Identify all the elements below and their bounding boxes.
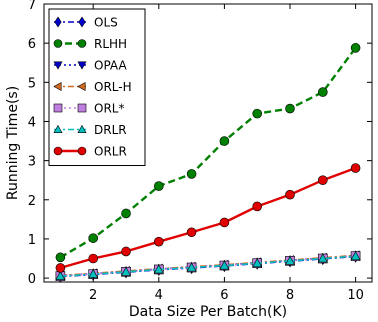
legend-item: ORLR [53, 145, 127, 159]
data-point [284, 255, 296, 265]
data-point [350, 163, 361, 173]
data-point [285, 189, 295, 200]
legend-marker [53, 146, 63, 156]
data-point [219, 136, 230, 146]
legend-item: DRLR [53, 123, 127, 137]
legend-item: ORL* [53, 102, 124, 116]
data-point [154, 181, 164, 191]
y-tick-label: 6 [28, 37, 36, 52]
y-tick-label: 7 [28, 0, 36, 13]
series-line [60, 255, 356, 277]
series-line [60, 166, 357, 270]
data-point [154, 236, 164, 247]
data-point [219, 217, 230, 228]
legend-item: OLS [54, 16, 118, 30]
legend-marker [77, 103, 87, 113]
legend-label: DRLR [94, 123, 127, 137]
data-point [88, 253, 98, 264]
data-point [186, 227, 197, 238]
data-point [317, 87, 328, 97]
x-tick-label: 10 [347, 288, 364, 303]
data-point [153, 264, 164, 274]
data-point [121, 246, 131, 257]
legend-label: OLS [94, 16, 118, 30]
legend: OLS RLHH OPAA ORL-H ORL* DRLR ORLR [48, 8, 146, 166]
data-point [88, 233, 98, 243]
legend-marker [77, 146, 87, 156]
x-tick-label: 8 [286, 288, 294, 303]
data-point [285, 103, 295, 114]
y-tick-label: 0 [28, 272, 36, 287]
legend-label: ORL* [94, 102, 124, 116]
legend-item: ORL-H [53, 80, 132, 94]
legend-label: RLHH [94, 37, 127, 51]
y-axis-label: Running Time(s) [5, 86, 21, 200]
series-orlr [55, 163, 361, 273]
data-point [350, 43, 361, 53]
legend-marker [53, 61, 63, 70]
y-tick-label: 2 [28, 194, 36, 209]
legend-marker [53, 39, 63, 48]
legend-item: OPAA [53, 59, 127, 73]
data-point [317, 175, 328, 185]
legend-item: RLHH [53, 37, 127, 51]
legend-marker [53, 124, 63, 133]
data-point [55, 271, 66, 281]
legend-marker [77, 39, 87, 48]
series-layer [55, 43, 361, 283]
legend-label: ORL-H [94, 80, 132, 94]
data-point [55, 252, 66, 263]
series-drlr [55, 251, 361, 281]
axis-layer: 2 4 6 8 10 0 1 2 3 4 5 6 7 [28, 0, 372, 303]
data-point [120, 266, 132, 276]
data-point [186, 262, 197, 272]
data-point [317, 253, 328, 263]
data-point [186, 169, 197, 179]
legend-marker [78, 16, 86, 28]
legend-marker [53, 81, 62, 92]
x-axis-label: Data Size Per Batch(K) [129, 304, 287, 320]
legend-marker [53, 103, 63, 113]
y-tick-label: 5 [28, 76, 36, 91]
legend-marker [54, 16, 62, 28]
legend-marker [77, 81, 86, 92]
y-tick-label: 1 [28, 233, 36, 248]
data-point [252, 201, 263, 212]
data-point [350, 251, 361, 261]
legend-marker [77, 124, 87, 133]
x-tick-label: 6 [220, 288, 228, 303]
plot-frame [43, 3, 373, 283]
y-tick-label: 4 [28, 115, 36, 130]
legend-label: OPAA [94, 59, 127, 73]
data-point [219, 260, 230, 270]
series-orl-h [55, 250, 360, 281]
legend-marker [77, 61, 87, 70]
data-point [121, 208, 131, 219]
data-point [252, 108, 263, 119]
x-tick-label: 2 [89, 288, 97, 303]
series-line [59, 47, 357, 259]
x-tick-label: 4 [155, 288, 163, 303]
legend-label: ORLR [94, 145, 127, 159]
data-point [252, 258, 263, 268]
data-point [55, 263, 66, 273]
series-rlhh [55, 43, 361, 263]
y-tick-label: 3 [28, 155, 36, 170]
